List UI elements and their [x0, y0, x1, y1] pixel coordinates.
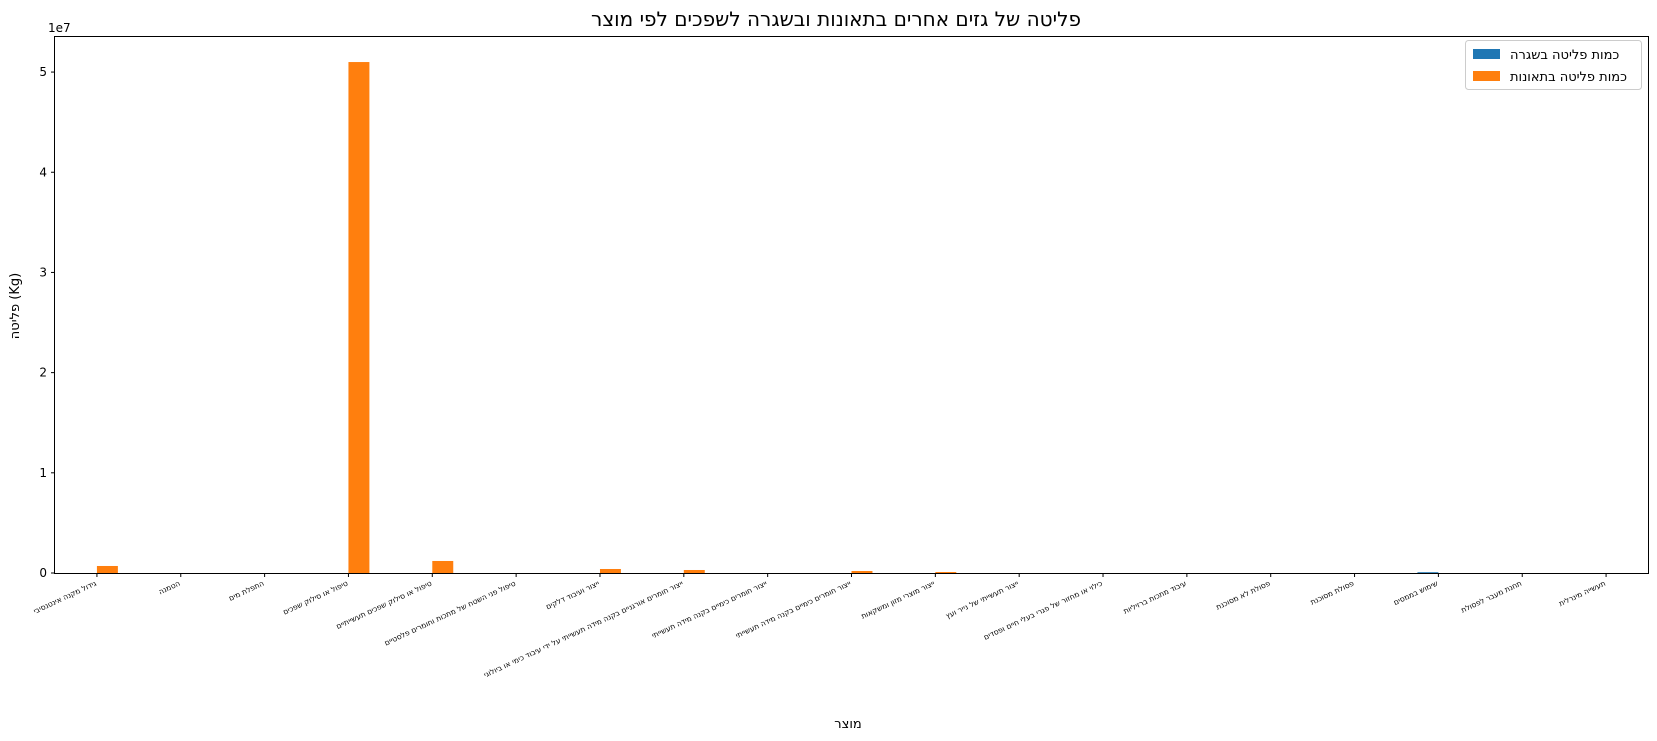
bar-accidents	[348, 62, 370, 574]
bar-accidents	[96, 565, 118, 573]
x-tick-label: ייצור ועיבוד דלקים	[544, 579, 601, 612]
x-tick-label: הטמנה	[157, 579, 182, 597]
y-tick-label: 1	[39, 466, 47, 480]
bar-accidents	[851, 570, 873, 573]
plot-frame	[54, 36, 1649, 574]
y-axis-label: פליטה (Kg)	[8, 273, 23, 339]
x-tick-label: ייצור תעשייתי של נייר ועץ	[944, 579, 1020, 621]
x-axis-label: מוצר	[834, 717, 861, 732]
y-tick-label: 5	[39, 65, 47, 79]
legend-label-accidents: כמות פליטה בתאונות	[1510, 70, 1627, 85]
x-tick-label: טיפול פני השטח של מתכות וחומרים פלסטיים	[383, 579, 517, 648]
x-tick-label: תעשייה מינרלית	[1557, 579, 1607, 609]
y-tick-label: 0	[39, 566, 47, 580]
bar-accidents	[599, 568, 621, 573]
bar-accidents	[683, 569, 705, 573]
x-tick-label: שימוש בממסים	[1392, 579, 1439, 607]
bar-accidents	[935, 571, 957, 573]
legend-label-routine: כמות פליטה בשגרה	[1510, 48, 1619, 63]
legend-swatch-accidents	[1473, 71, 1500, 81]
x-tick-label: ייצור מוצרי מזון ומשקאות	[860, 579, 937, 621]
legend-box	[1465, 40, 1642, 90]
x-tick-label: גידול מקנה אינטנסיבי	[32, 579, 98, 616]
x-tick-label: תחנת מעבר לפסולת	[1460, 579, 1524, 615]
chart-title: פליטה של גזים אחרים בתאונות ובשגרה לשפכי…	[591, 7, 1081, 31]
y-axis-multiplier: 1e7	[48, 21, 71, 35]
y-tick-label: 2	[39, 366, 47, 380]
x-tick-label: פסולת מסוכנת	[1309, 579, 1356, 607]
y-tick-label: 4	[39, 165, 47, 179]
y-axis: 0 1 2 3 4 5	[39, 65, 55, 580]
y-tick-label: 3	[39, 265, 47, 279]
x-tick-label: התפלת מים	[227, 579, 265, 603]
x-tick-label: פסולת לא מסוכנת	[1215, 579, 1272, 612]
legend-swatch-routine	[1473, 49, 1500, 59]
x-axis: גידול מקנה אינטנסיבי הטמנה התפלת מים טיפול …	[32, 573, 1607, 679]
x-tick-label: טיפול או סילוק שפכים	[282, 579, 350, 617]
x-tick-label: עיבוד מתכות ברזיליות	[1122, 579, 1188, 616]
bar-routine	[1417, 572, 1439, 573]
bar-accidents	[432, 560, 454, 573]
bars	[96, 62, 1439, 574]
legend: כמות פליטה בשגרה כמות פליטה בתאונות	[1465, 40, 1642, 90]
